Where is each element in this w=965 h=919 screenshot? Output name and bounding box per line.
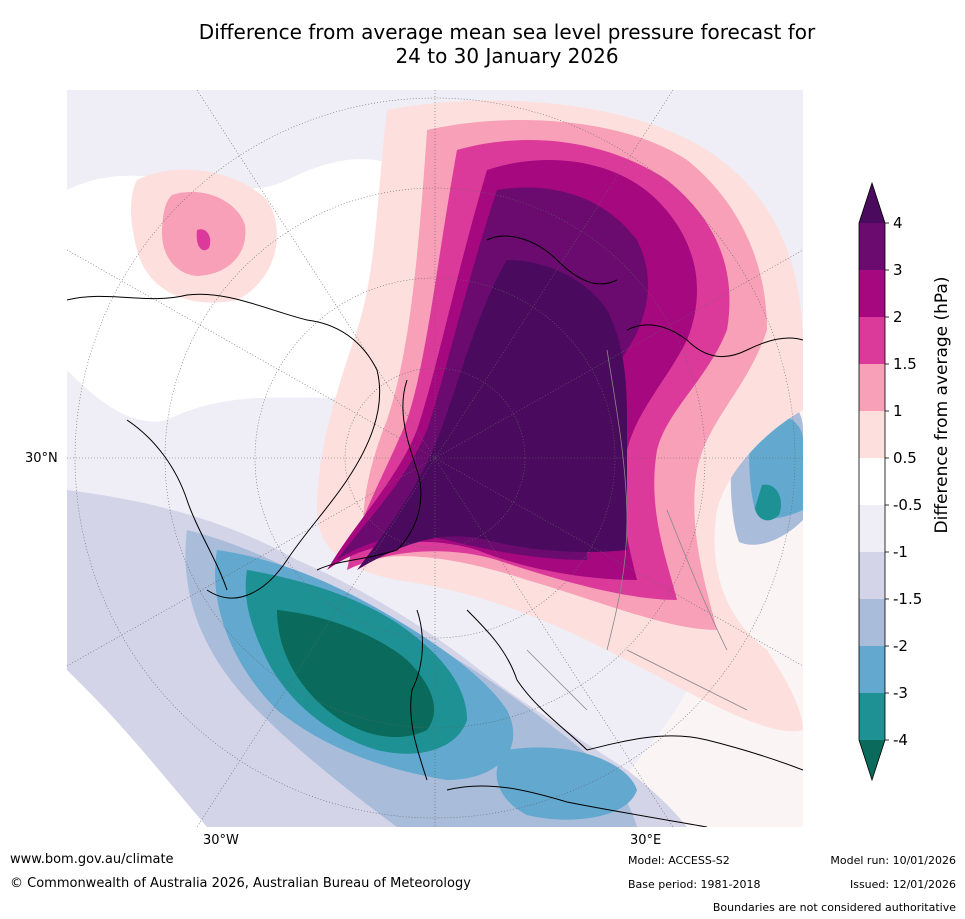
colorbar-segment-m1-to-m0-5 — [859, 505, 885, 552]
colorbar-tick-m3: -3 — [893, 684, 908, 702]
lon-label-30e: 30°E — [630, 833, 662, 848]
colorbar-tick-1-5: 1.5 — [893, 355, 917, 373]
colorbar-tick-0-5: 0.5 — [893, 449, 917, 467]
colorbar-tick-m4: -4 — [893, 731, 908, 749]
colorbar-tick-3: 3 — [893, 261, 903, 279]
country-borders — [526, 349, 748, 711]
colorbar-tick-4: 4 — [893, 214, 903, 232]
footer-disclaimer: Boundaries are not considered authoritat… — [712, 901, 956, 914]
title-line-1: Difference from average mean sea level p… — [198, 20, 816, 44]
footer-issued: Issued: 12/01/2026 — [849, 878, 956, 891]
positive-region-pacific-core — [196, 229, 211, 251]
colorbar-title: Difference from average (hPa) — [932, 276, 952, 534]
footer-copyright: © Commonwealth of Australia 2026, Austra… — [10, 876, 471, 891]
footer-base-period: Base period: 1981-2018 — [628, 878, 761, 891]
footer-model: Model: ACCESS-S2 — [628, 854, 730, 867]
anomaly-map — [67, 90, 803, 827]
coastlines — [67, 235, 803, 827]
colorbar-segment-1-to-1-5 — [859, 364, 885, 411]
positive-arctic-core — [357, 260, 627, 570]
colorbar-tick-m1: -1 — [893, 543, 908, 561]
negative-core-atlantic — [277, 610, 435, 738]
colorbar-tick-m1-5: -1.5 — [893, 590, 923, 608]
colorbar-segment-m3-to-m2 — [859, 646, 885, 693]
lat-label-30n: 30°N — [25, 451, 58, 466]
colorbar-segment-m1-5-to-m1 — [859, 552, 885, 599]
colorbar-under-triangle — [859, 740, 885, 780]
map-svg — [67, 90, 803, 827]
colorbar-tick-2: 2 — [893, 308, 903, 326]
footer-website[interactable]: www.bom.gov.au/climate — [10, 852, 174, 867]
negative-east-level-4 — [755, 484, 782, 521]
colorbar-segment-neutral — [859, 458, 885, 505]
negative-blob-mediterranean — [496, 747, 637, 820]
colorbar-segment-1-5-to-2 — [859, 317, 885, 364]
footer-model-run: Model run: 10/01/2026 — [830, 854, 956, 867]
map-title: Difference from average mean sea level p… — [0, 20, 965, 68]
colorbar-tick-1: 1 — [893, 402, 903, 420]
colorbar-segment-m4-to-m3 — [859, 693, 885, 740]
colorbar-tick-m0-5: -0.5 — [893, 496, 923, 514]
colorbar-over-triangle — [859, 183, 885, 223]
lon-label-30w: 30°W — [203, 833, 239, 848]
colorbar-segment-3-to-4 — [859, 223, 885, 270]
graticule — [67, 90, 803, 827]
colorbar-segment-0-5-to-1 — [859, 411, 885, 458]
title-line-2: 24 to 30 January 2026 — [395, 44, 619, 68]
colorbar-segment-m2-to-m1-5 — [859, 599, 885, 646]
colorbar-tick-m2: -2 — [893, 637, 908, 655]
colorbar-segment-2-to-3 — [859, 270, 885, 317]
